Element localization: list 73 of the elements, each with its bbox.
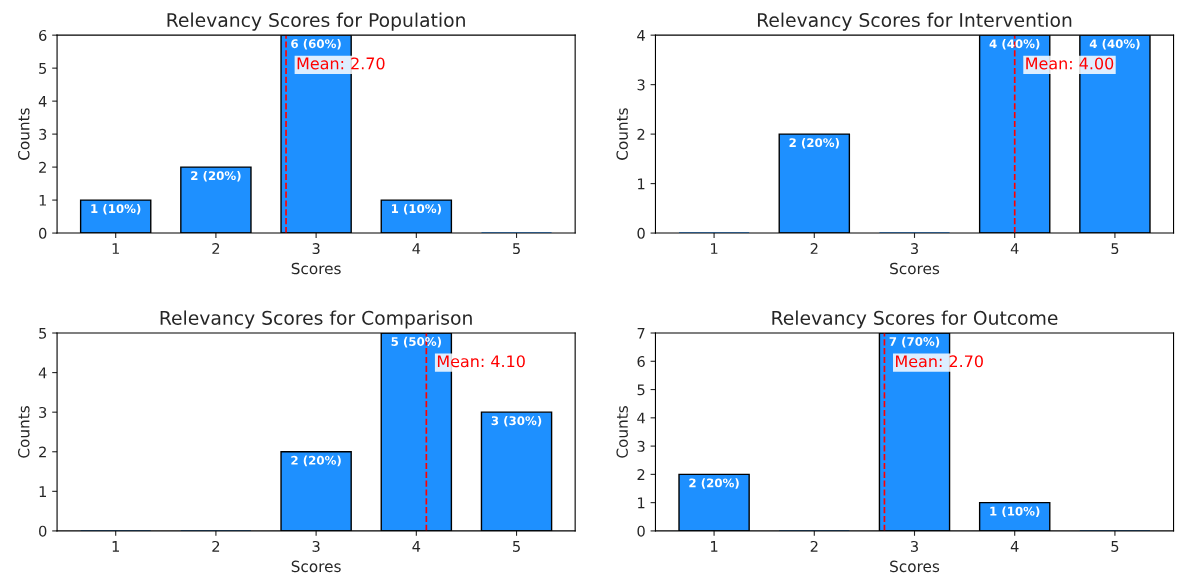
y-axis-title: Counts: [616, 406, 628, 458]
y-tick-label: 3: [637, 440, 645, 452]
x-tick-label: 1: [711, 541, 718, 552]
x-tick-label: 5: [513, 243, 520, 255]
data-label: 3 (30%): [491, 416, 542, 427]
y-tick-label: 6: [39, 29, 47, 41]
y-tick-label: 3: [637, 79, 645, 91]
y-tick-label: 0: [39, 227, 47, 239]
x-tick-label: 2: [810, 243, 818, 254]
y-axis-title: Counts: [18, 108, 30, 160]
y-tick-label: 1: [39, 486, 46, 497]
data-label: 2 (20%): [191, 170, 241, 182]
x-tick-label: 2: [212, 243, 220, 254]
data-label: 2 (20%): [689, 478, 739, 489]
chart-title: Relevancy Scores for Population: [167, 12, 465, 31]
y-tick-label: 2: [637, 128, 645, 140]
chart-title: Relevancy Scores for Comparison: [160, 310, 472, 329]
y-tick-label: 4: [637, 30, 645, 41]
x-axis-title: Scores: [890, 262, 940, 275]
ref-line-label: Mean: 4.10: [437, 355, 525, 368]
x-tick-label: 3: [312, 540, 320, 552]
data-label: 6 (60%): [291, 39, 341, 50]
ref-line-label: Mean: 2.70: [896, 355, 983, 368]
data-label: 2 (20%): [291, 455, 341, 467]
x-tick-label: 5: [1111, 243, 1119, 255]
y-tick-label: 1: [638, 497, 645, 509]
y-tick-label: 4: [38, 96, 47, 107]
y-tick-label: 0: [39, 525, 47, 537]
data-label: 1 (10%): [990, 506, 1040, 518]
x-tick-label: 1: [112, 243, 119, 254]
y-tick-label: 5: [39, 327, 47, 339]
x-tick-label: 5: [1111, 541, 1119, 552]
y-tick-label: 4: [38, 367, 47, 379]
data-label: 2 (20%): [789, 137, 839, 149]
x-tick-label: 4: [412, 243, 421, 254]
x-tick-label: 1: [112, 541, 119, 552]
y-tick-label: 1: [638, 178, 645, 190]
x-tick-label: 3: [910, 540, 918, 552]
data-label: 1 (10%): [91, 203, 141, 215]
chart-title: Relevancy Scores for Outcome: [772, 310, 1058, 329]
x-tick-label: 2: [212, 540, 220, 552]
y-tick-label: 7: [637, 327, 645, 339]
y-tick-label: 2: [39, 446, 46, 458]
y-tick-label: 0: [637, 227, 645, 239]
ref-line-label: Mean: 4.00: [1026, 57, 1114, 70]
x-axis-title: Scores: [291, 262, 341, 275]
data-label: 4 (40%): [1089, 39, 1140, 50]
data-label: 7 (70%): [889, 336, 940, 348]
data-label: 1 (10%): [391, 203, 441, 215]
x-tick-label: 3: [910, 243, 918, 255]
chart-title: Relevancy Scores for Intervention: [757, 12, 1072, 31]
x-tick-label: 5: [513, 541, 520, 552]
x-tick-label: 3: [312, 243, 320, 255]
y-tick-label: 2: [39, 161, 46, 173]
y-tick-label: 2: [637, 469, 645, 480]
x-axis-title: Scores: [890, 560, 940, 573]
y-tick-label: 3: [39, 128, 47, 140]
y-tick-label: 5: [39, 63, 47, 74]
x-tick-label: 4: [1010, 541, 1019, 552]
y-axis-title: Counts: [616, 108, 628, 160]
y-tick-label: 4: [637, 412, 645, 424]
x-axis-title: Scores: [291, 560, 341, 573]
y-tick-label: 5: [637, 384, 645, 396]
y-axis-title: Counts: [18, 406, 30, 458]
x-tick-label: 1: [711, 243, 718, 254]
y-tick-label: 1: [39, 194, 46, 206]
x-tick-label: 4: [412, 541, 421, 552]
ref-line-label: Mean: 2.70: [297, 57, 385, 70]
y-tick-label: 3: [39, 406, 47, 418]
y-tick-label: 6: [637, 356, 645, 368]
x-tick-label: 4: [1010, 243, 1019, 254]
y-tick-label: 0: [637, 525, 645, 537]
x-tick-label: 2: [810, 540, 818, 552]
